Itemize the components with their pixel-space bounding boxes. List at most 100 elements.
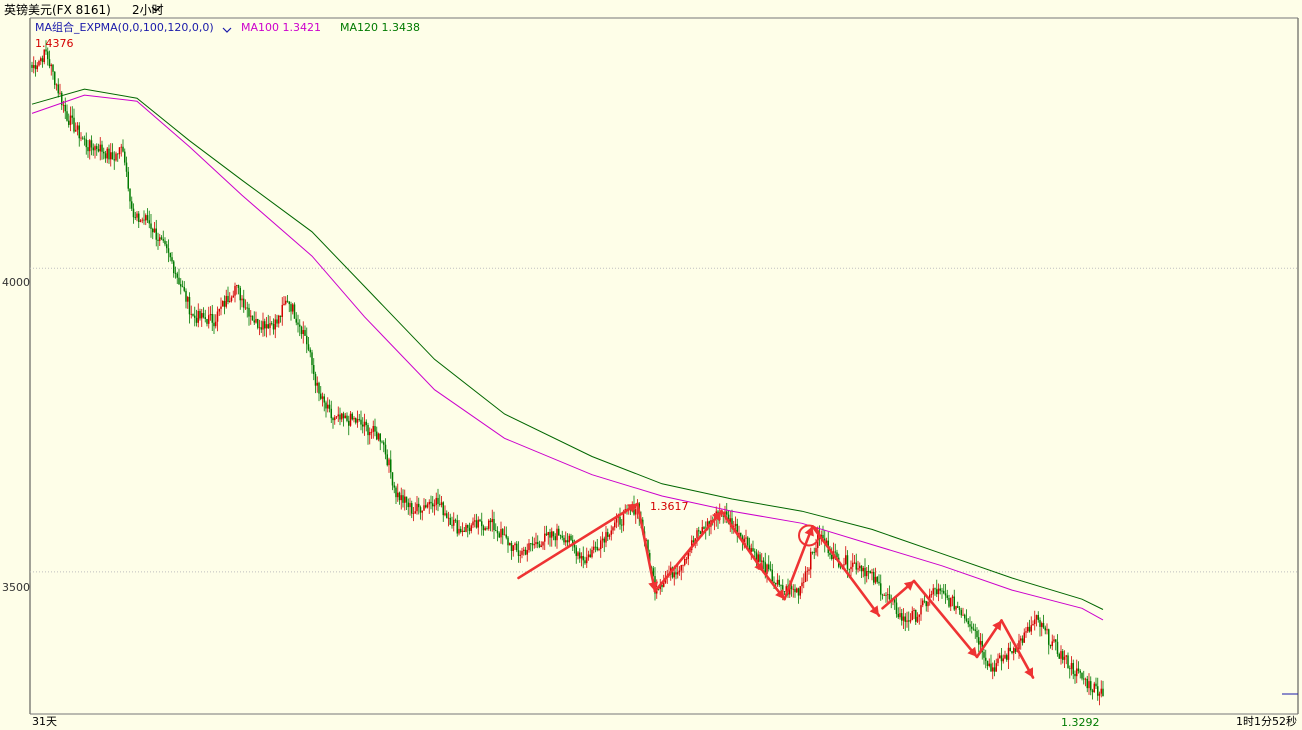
- candle-body: [386, 454, 388, 466]
- candle-body: [314, 374, 317, 386]
- candle-body: [537, 542, 539, 545]
- candle-body: [353, 418, 355, 420]
- annotations: [517, 502, 1035, 679]
- candle-body: [230, 297, 233, 301]
- candle-body: [915, 609, 917, 622]
- trend-arrow-3: [720, 509, 765, 574]
- candle-body: [782, 585, 784, 592]
- candle-body: [808, 569, 810, 571]
- candle-body: [75, 129, 77, 132]
- candle-body: [241, 298, 243, 301]
- symbol-title[interactable]: 英镑美元(FX 8161): [4, 2, 111, 17]
- candle-body: [216, 311, 219, 322]
- candle-body: [141, 219, 143, 221]
- candle-body: [369, 432, 371, 436]
- candle-body: [327, 404, 329, 409]
- candle-body: [946, 595, 948, 598]
- candle-body: [218, 308, 220, 312]
- candle-body: [328, 404, 331, 409]
- candle-body: [1051, 641, 1053, 647]
- candle-body: [794, 588, 796, 593]
- candle-body: [932, 588, 934, 595]
- candle-body: [1023, 632, 1025, 643]
- candle-body: [1027, 626, 1029, 632]
- candle-body: [1021, 638, 1024, 643]
- candle-body: [1042, 623, 1045, 628]
- candle-body: [514, 543, 516, 546]
- candle-body: [447, 517, 450, 519]
- candle-body: [850, 566, 852, 570]
- candle-body: [813, 552, 815, 553]
- candle-body: [209, 314, 212, 316]
- candle-body: [698, 530, 700, 532]
- candle-body: [346, 415, 348, 421]
- candle-body: [444, 513, 446, 516]
- candle-body: [470, 525, 472, 531]
- candle-body: [103, 151, 105, 154]
- trend-arrowhead-4: [775, 589, 785, 600]
- candle-body: [362, 424, 364, 427]
- candle-body: [810, 551, 812, 570]
- candle-body: [339, 414, 341, 420]
- candle-body: [337, 414, 339, 417]
- candle-body: [601, 538, 604, 541]
- candle-body: [731, 518, 733, 529]
- candle-body: [73, 117, 75, 132]
- candle-body: [923, 600, 926, 602]
- candle-body: [61, 92, 63, 106]
- candle-body: [167, 248, 170, 253]
- period-selector[interactable]: 2小时: [132, 3, 164, 17]
- candle-body: [607, 532, 609, 537]
- candle-body: [468, 527, 471, 531]
- candle-body: [341, 413, 343, 420]
- candle-body: [388, 459, 390, 466]
- indicator-label[interactable]: MA组合_EXPMA(0,0,100,120,0,0): [35, 20, 214, 34]
- candle-body: [363, 421, 366, 427]
- candle-body: [600, 540, 602, 550]
- candle-body: [258, 327, 261, 329]
- candle-body: [936, 589, 938, 595]
- grid-lines: [30, 267, 1298, 573]
- candle-body: [381, 441, 383, 443]
- candle-body: [208, 315, 210, 324]
- candle-body: [556, 528, 558, 541]
- candle-body: [271, 323, 273, 325]
- candle-body: [475, 520, 478, 528]
- candle-body: [610, 530, 612, 535]
- candle-body: [762, 560, 765, 563]
- candle-body: [682, 564, 684, 566]
- candle-body: [132, 208, 135, 218]
- candle-body: [992, 667, 994, 672]
- candle-body: [958, 607, 961, 610]
- candle-body: [930, 594, 933, 595]
- candle-body: [881, 594, 884, 596]
- ma100-legend: MA100 1.3421: [241, 21, 321, 34]
- candle-body: [152, 228, 154, 233]
- candle-body: [41, 58, 44, 63]
- candle-body: [526, 550, 528, 555]
- candle-body: [286, 300, 289, 302]
- candle-body: [857, 568, 859, 570]
- candle-body: [789, 586, 791, 595]
- indicator-chevron-down-icon[interactable]: [222, 27, 232, 33]
- trend-arrow-0: [517, 502, 639, 580]
- candle-body: [355, 418, 357, 423]
- candle-body: [572, 539, 574, 545]
- candle-body: [169, 252, 171, 258]
- candle-body: [239, 287, 241, 301]
- candle-body: [188, 297, 191, 315]
- candle-body: [1048, 629, 1050, 645]
- candle-body: [257, 318, 259, 328]
- candle-body: [1083, 678, 1085, 680]
- candle-body: [530, 543, 532, 545]
- candle-body: [124, 151, 126, 163]
- candle-body: [754, 551, 756, 553]
- candle-body: [908, 620, 910, 622]
- candle-body: [696, 530, 698, 539]
- chevron-down-icon[interactable]: [151, 6, 161, 12]
- candle-body: [523, 549, 525, 551]
- candle-body: [740, 532, 742, 537]
- candle-body: [40, 58, 42, 61]
